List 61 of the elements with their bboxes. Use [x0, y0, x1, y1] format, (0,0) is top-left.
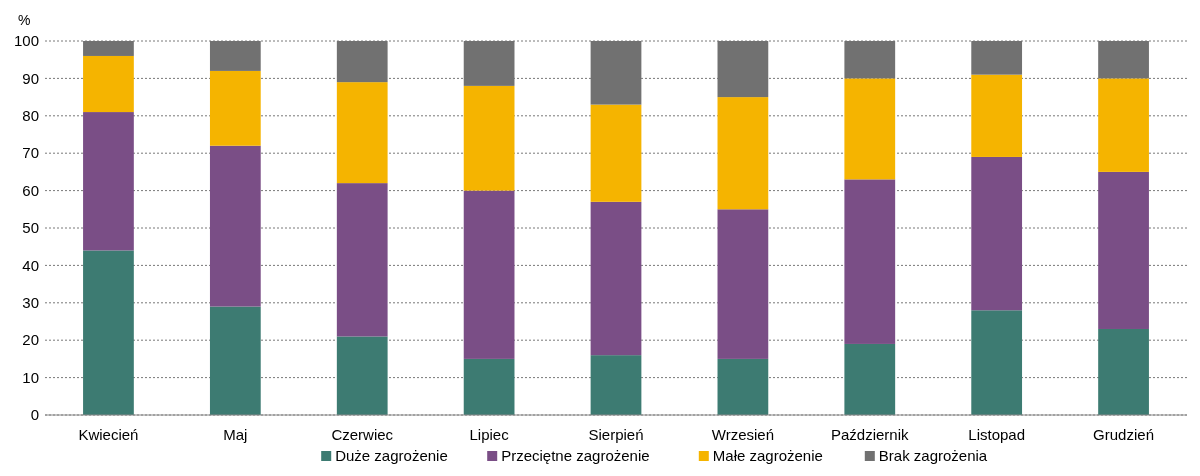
y-tick-label: 20: [22, 331, 39, 349]
bar: [844, 343, 896, 415]
bar: [83, 112, 134, 251]
bar: [1098, 41, 1149, 79]
bar: [83, 41, 134, 56]
x-tick-label: Październik: [831, 426, 910, 443]
x-tick-label: Maj: [223, 426, 248, 443]
bar: [971, 156, 1023, 311]
bar: [844, 41, 896, 79]
x-tick-label: Lipiec: [469, 426, 510, 443]
bar: [336, 336, 388, 415]
bar: [463, 41, 515, 86]
x-tick-label: Wrzesień: [711, 426, 775, 443]
y-axis-title: %: [18, 12, 31, 28]
y-tick-label: 70: [22, 144, 39, 162]
bar: [844, 179, 896, 344]
bar: [590, 355, 642, 415]
x-tick-label: Sierpień: [588, 426, 644, 443]
bar: [463, 358, 515, 415]
y-tick-label: 80: [22, 107, 39, 125]
bar: [590, 41, 642, 105]
bar: [336, 82, 388, 184]
y-tick-label: 90: [22, 69, 39, 87]
y-tick-label: 40: [22, 256, 39, 274]
bar: [971, 74, 1023, 157]
y-tick-label: 10: [22, 368, 39, 386]
legend-label: Duże zagrożenie: [335, 447, 448, 464]
bar: [336, 41, 388, 83]
bar: [463, 190, 515, 359]
x-tick-label: Kwiecień: [78, 426, 139, 443]
bar: [336, 183, 388, 337]
bar: [717, 41, 769, 98]
y-tick-label: 30: [22, 294, 39, 312]
y-tick-label: 100: [13, 32, 39, 50]
bar: [209, 145, 261, 307]
bar: [83, 250, 134, 415]
legend-label: Małe zagrożenie: [712, 447, 823, 464]
x-tick-label: Czerwiec: [331, 426, 394, 443]
x-tick-label: Listopad: [968, 426, 1026, 443]
x-tick-label: Grudzień: [1093, 426, 1154, 443]
bar: [1098, 328, 1149, 415]
bar: [717, 209, 769, 359]
bar: [1098, 78, 1149, 172]
bar: [717, 97, 769, 210]
bar: [844, 78, 896, 180]
y-tick-label: 0: [30, 406, 39, 424]
bar: [971, 41, 1023, 75]
bar: [1098, 171, 1149, 329]
bar: [717, 358, 769, 415]
bar: [590, 104, 642, 202]
bar: [590, 201, 642, 356]
legend-label: Brak zagrożenia: [878, 447, 988, 464]
bar: [209, 306, 261, 415]
bar: [83, 55, 134, 113]
y-tick-label: 50: [22, 219, 39, 237]
bar: [209, 41, 261, 71]
legend-label: Przeciętne zagrożenie: [501, 447, 650, 464]
bar: [209, 70, 261, 146]
bar: [971, 310, 1023, 415]
bar: [463, 85, 515, 191]
y-tick-label: 60: [22, 181, 39, 199]
